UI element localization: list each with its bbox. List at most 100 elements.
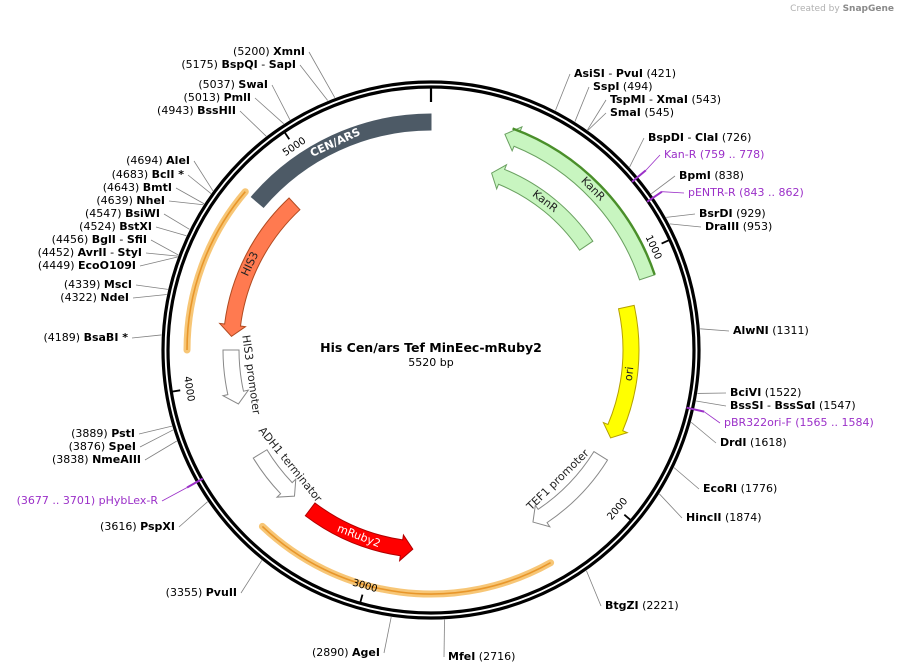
site-position: (838) xyxy=(711,169,744,182)
site-label: (4452) AvrII - StyI xyxy=(38,246,142,259)
site-label: BssSI - BssSαI (1547) xyxy=(730,399,856,412)
site-leader-line xyxy=(555,73,571,111)
site-enzyme-name: AgeI xyxy=(352,646,380,659)
site-enzyme-name: PmlI xyxy=(224,91,251,104)
site-enzyme-name: BspDI xyxy=(648,131,684,144)
site-enzyme-name: MfeI xyxy=(448,650,475,663)
site-enzyme-name: TspMI xyxy=(610,93,646,106)
feature-kanr-outer-selection xyxy=(512,127,656,276)
site-leader-line xyxy=(629,137,645,168)
site-enzyme-name: PvuII xyxy=(206,586,237,599)
feature-label-mruby2: mRuby2 xyxy=(335,522,382,551)
site-position: (5200) xyxy=(233,45,273,58)
primer-leader-line xyxy=(703,411,721,424)
site-enzyme-name: HincII xyxy=(686,511,722,524)
site-leader-line xyxy=(673,467,700,490)
site-position: (421) xyxy=(643,67,676,80)
snapgene-logo: SnapGene xyxy=(842,4,894,14)
site-label: DrdI (1618) xyxy=(720,436,787,449)
site-enzyme-name: BstXI xyxy=(119,220,152,233)
site-position: (4547) xyxy=(85,207,125,220)
feature-mruby2 xyxy=(304,502,414,562)
site-position: (494) xyxy=(619,80,652,93)
site-enzyme-name: BclI * xyxy=(152,168,185,181)
site-leader-line xyxy=(239,110,267,137)
backbone-inner-ring xyxy=(166,85,696,615)
site-leader-line xyxy=(299,64,328,101)
site-label: EcoRI (1776) xyxy=(703,482,777,495)
site-label: AsiSI - PvuI (421) xyxy=(574,67,676,80)
site-label: BpmI (838) xyxy=(679,169,744,182)
site-label: DraIII (953) xyxy=(705,220,772,233)
site-leader-line xyxy=(139,256,178,267)
feature-cen-ars xyxy=(250,113,432,209)
site-leader-line xyxy=(132,294,167,299)
feature-his3-promoter xyxy=(221,349,250,405)
site-label: BtgZI (2221) xyxy=(605,599,679,612)
site-enzyme-name: BsrDI xyxy=(699,207,733,220)
site-enzyme-name: BpmI xyxy=(679,169,711,182)
site-label: (4456) BglI - SfiI xyxy=(52,233,147,246)
site-label: MfeI (2716) xyxy=(448,650,515,663)
site-enzyme-name: BtgZI xyxy=(605,599,639,612)
primer-label: (3677 .. 3701) pHybLex-R xyxy=(17,494,159,507)
site-position: (4456) xyxy=(52,233,92,246)
site-leader-line xyxy=(144,440,178,461)
site-position: (953) xyxy=(739,220,772,233)
site-label: (4322) NdeI xyxy=(60,291,129,304)
site-leader-line xyxy=(163,213,190,230)
site-position: (5175) xyxy=(181,58,221,71)
site-enzyme-name: SspI xyxy=(593,80,619,93)
site-enzyme-name: EcoRI xyxy=(703,482,737,495)
tick-label: 4000 xyxy=(181,376,196,403)
plasmid-length: 5520 bp xyxy=(408,356,453,369)
site-enzyme-name: PvuI xyxy=(616,67,643,80)
site-label: (4683) BclI * xyxy=(112,168,185,181)
primer-mark xyxy=(186,477,204,489)
site-enzyme-name: StyI xyxy=(118,246,142,259)
site-leader-line xyxy=(254,97,284,125)
site-position: (4339) xyxy=(64,278,104,291)
site-label: (4943) BssHII xyxy=(157,104,236,117)
site-position: (3889) xyxy=(71,427,111,440)
feature-tef1-promoter xyxy=(532,450,609,528)
site-position: (4524) xyxy=(79,220,119,233)
site-position: - xyxy=(107,246,118,259)
site-leader-line xyxy=(650,175,676,195)
site-enzyme-name: SwaI xyxy=(238,78,268,91)
site-position: (3876) xyxy=(69,440,109,453)
site-leader-line xyxy=(139,429,174,448)
snapgene-brand: Created by SnapGene xyxy=(790,4,894,14)
site-position: (1311) xyxy=(769,324,809,337)
site-leader-line xyxy=(696,400,727,407)
site-leader-line xyxy=(383,616,392,654)
site-enzyme-name: BssHII xyxy=(197,104,236,117)
site-position: (2221) xyxy=(639,599,679,612)
tick-mark-3000 xyxy=(359,594,364,604)
primer-label: Kan-R (759 .. 778) xyxy=(664,148,764,161)
site-enzyme-name: BsiWI xyxy=(125,207,160,220)
restriction-sites: (5200) XmnI(5175) BspQI - SapI(5037) Swa… xyxy=(38,45,856,663)
site-leader-line xyxy=(150,239,179,256)
site-leader-line xyxy=(587,99,607,131)
site-label: HincII (1874) xyxy=(686,511,762,524)
site-label: (5013) PmlI xyxy=(184,91,251,104)
site-leader-line xyxy=(187,174,212,194)
site-label: (4547) BsiWI xyxy=(85,207,160,220)
tick-mark-2000 xyxy=(623,514,632,522)
tick-label: 3000 xyxy=(351,578,378,595)
site-position: (545) xyxy=(641,106,674,119)
site-enzyme-name: SmaI xyxy=(610,106,641,119)
primer-leader-line xyxy=(161,487,188,502)
site-position: (543) xyxy=(688,93,721,106)
site-label: (3616) PspXI xyxy=(100,520,175,533)
site-enzyme-name: XmnI xyxy=(273,45,305,58)
site-position: (1522) xyxy=(761,386,801,399)
plasmid-name: His Cen/ars Tef MinEec-mRuby2 xyxy=(320,340,542,355)
tick-mark-4000 xyxy=(171,389,181,393)
site-enzyme-name: XmaI xyxy=(656,93,687,106)
site-enzyme-name: NmeAIII xyxy=(92,453,141,466)
feature-adh1-terminator xyxy=(252,449,297,498)
primer-mark xyxy=(646,190,663,203)
site-position: (4639) xyxy=(96,194,136,207)
